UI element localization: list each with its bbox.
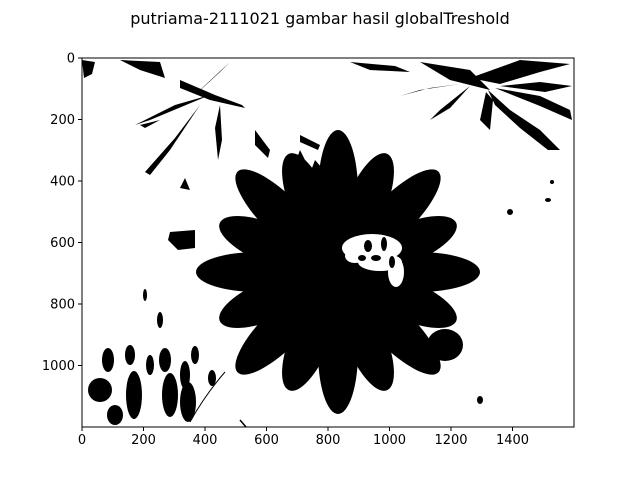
chart-title: putriama-2111021 gambar hasil globalTres…: [130, 9, 510, 28]
y-tick-label: 200: [50, 113, 75, 128]
left-dark-patch: [168, 230, 195, 250]
right-spots: [427, 180, 554, 404]
y-tick-label: 400: [50, 175, 75, 190]
x-axis: 0 200 400 600 800 1000 1200 1400: [78, 427, 529, 448]
x-tick-label: 400: [193, 433, 218, 448]
bottom-left-spots: [88, 289, 216, 425]
y-tick-label: 1000: [42, 359, 75, 374]
x-tick-label: 200: [131, 433, 156, 448]
y-axis: 0 200 400 600 800 1000: [42, 52, 82, 374]
x-tick-label: 1400: [496, 433, 529, 448]
stem-line: [189, 371, 226, 423]
x-tick-label: 0: [78, 433, 86, 448]
flower-body: [263, 198, 413, 342]
y-tick-label: 600: [50, 236, 75, 251]
x-tick-label: 600: [254, 433, 279, 448]
x-tick-label: 1000: [373, 433, 406, 448]
x-tick-label: 1200: [434, 433, 467, 448]
thresholded-image: [82, 60, 572, 427]
flower-center-dark: [358, 237, 395, 268]
y-tick-label: 0: [67, 52, 75, 67]
x-tick-label: 800: [316, 433, 341, 448]
top-leaf-strokes: [82, 60, 572, 205]
y-tick-label: 800: [50, 298, 75, 313]
